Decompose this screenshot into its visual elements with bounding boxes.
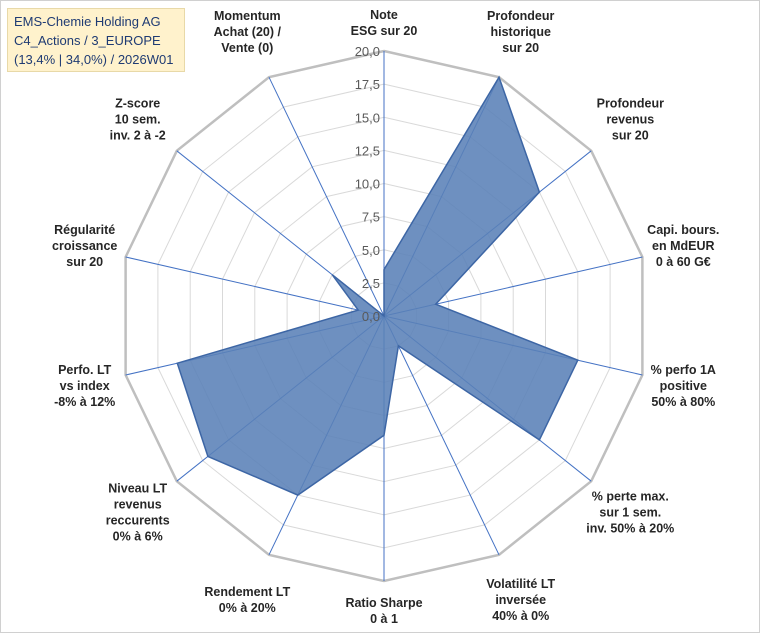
axis-label-line: inversée xyxy=(495,593,546,607)
title-stats: (13,4% | 34,0%) / 2026W01 xyxy=(14,52,174,67)
tick-label: 10,0 xyxy=(355,177,380,192)
axis-label-line: 0% à 6% xyxy=(113,529,163,543)
axis-label-1: Profondeur historique sur 20 xyxy=(487,9,554,55)
axis-labels: Note ESG sur 20 Profondeur historique sur 20… xyxy=(52,8,719,626)
axis-label-line: croissance xyxy=(52,239,117,253)
axis-label-5: % perte max. sur 1 sem. inv. 50% à 20% xyxy=(586,489,674,535)
axis-label-line: reccurents xyxy=(106,513,170,527)
axis-label-line: -8% à 12% xyxy=(54,395,115,409)
axis-label-line: Profondeur xyxy=(597,97,664,111)
axis-label-line: sur 1 sem. xyxy=(599,505,661,519)
tick-label: 5,0 xyxy=(362,243,380,258)
axis-label-8: Rendement LT 0% à 20% xyxy=(204,585,290,615)
axis-label-11: Régularité croissance sur 20 xyxy=(52,223,117,269)
axis-label-0: Note ESG sur 20 xyxy=(351,8,418,38)
axis-spoke-6 xyxy=(383,315,500,556)
axis-label-12: Z-score 10 sem. inv. 2 à -2 xyxy=(110,97,166,143)
title-box: EMS-Chemie Holding AG C4_Actions / 3_EUR… xyxy=(7,8,185,72)
axis-label-line: Achat (20) / xyxy=(214,25,282,39)
tick-label: 2,5 xyxy=(362,276,380,291)
axis-label-10: Perfo. LT vs index -8% à 12% xyxy=(54,363,115,409)
axis-label-line: sur 20 xyxy=(66,255,103,269)
axis-label-13: Momentum Achat (20) / Vente (0) xyxy=(214,9,282,55)
axis-spoke-13 xyxy=(268,76,385,317)
series-area xyxy=(176,75,579,496)
radar-series xyxy=(176,75,579,496)
axis-label-7: Ratio Sharpe 0 à 1 xyxy=(345,596,422,626)
axis-label-line: inv. 2 à -2 xyxy=(110,129,166,143)
axis-label-line: Rendement LT xyxy=(204,585,290,599)
axis-label-9: Niveau LT revenus reccurents 0% à 6% xyxy=(106,481,170,543)
axis-label-line: revenus xyxy=(114,497,162,511)
axis-label-line: Régularité xyxy=(54,223,115,237)
title-company: EMS-Chemie Holding AG xyxy=(14,14,161,29)
axis-label-line: Profondeur xyxy=(487,9,554,23)
axis-label-line: Note xyxy=(370,8,398,22)
tick-label: 17,5 xyxy=(355,77,380,92)
axis-label-line: inv. 50% à 20% xyxy=(586,521,674,535)
axis-spoke-11 xyxy=(125,256,385,317)
axis-label-line: % perte max. xyxy=(592,489,669,503)
axis-label-line: 0 à 60 G€ xyxy=(656,255,711,269)
axis-label-line: 10 sem. xyxy=(115,113,161,127)
tick-label: 12,5 xyxy=(355,143,380,158)
tick-label: 7,5 xyxy=(362,210,380,225)
radial-tick-labels: 0,0 2,5 5,0 7,5 10,0 12,5 15,0 17,5 20,0 xyxy=(355,44,380,324)
tick-label: 15,0 xyxy=(355,110,380,125)
axis-label-line: 0 à 1 xyxy=(370,612,398,626)
axis-label-line: sur 20 xyxy=(612,129,649,143)
axis-label-6: Volatilité LT inversée 40% à 0% xyxy=(486,577,555,623)
axis-label-line: Niveau LT xyxy=(108,481,167,495)
axis-label-line: historique xyxy=(490,25,550,39)
axis-label-line: Vente (0) xyxy=(221,41,273,55)
axis-label-line: Volatilité LT xyxy=(486,577,555,591)
axis-label-line: vs index xyxy=(60,379,110,393)
axis-label-line: Momentum xyxy=(214,9,281,23)
tick-label: 20,0 xyxy=(355,44,380,59)
axis-label-line: 0% à 20% xyxy=(219,601,276,615)
axis-label-line: 40% à 0% xyxy=(492,609,549,623)
axis-label-line: ESG sur 20 xyxy=(351,24,418,38)
axis-label-line: revenus xyxy=(606,113,654,127)
axis-label-3: Capi. bours. en MdEUR 0 à 60 G€ xyxy=(647,223,719,269)
tick-label: 0,0 xyxy=(362,309,380,324)
axis-label-line: Z-score xyxy=(115,97,160,111)
axis-label-line: % perfo 1A xyxy=(651,363,716,377)
axis-label-line: 50% à 80% xyxy=(651,395,715,409)
axis-label-line: Ratio Sharpe xyxy=(345,596,422,610)
axis-label-line: positive xyxy=(660,379,707,393)
axis-label-line: Perfo. LT xyxy=(58,363,112,377)
axis-label-2: Profondeur revenus sur 20 xyxy=(597,97,664,143)
axis-label-line: sur 20 xyxy=(502,41,539,55)
axis-label-line: Capi. bours. xyxy=(647,223,719,237)
axis-label-line: en MdEUR xyxy=(652,239,715,253)
axis-label-4: % perfo 1A positive 50% à 80% xyxy=(651,363,716,409)
title-category: C4_Actions / 3_EUROPE xyxy=(14,33,161,48)
